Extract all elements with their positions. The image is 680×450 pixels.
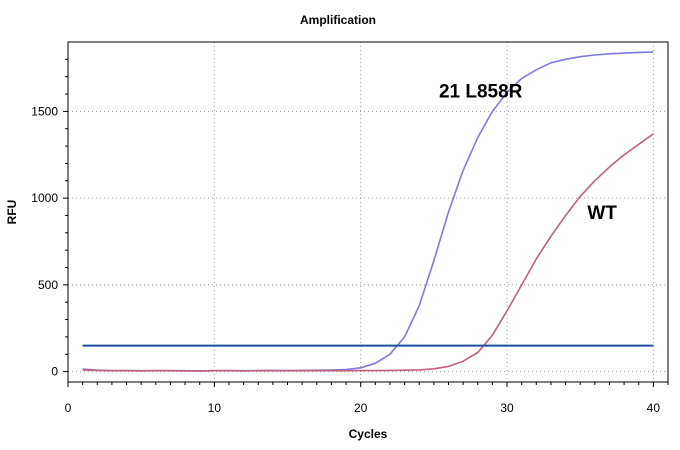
grid bbox=[68, 42, 668, 382]
x-tick-label: 30 bbox=[500, 401, 514, 415]
plot-frame bbox=[67, 41, 669, 383]
y-tick-label: 1500 bbox=[31, 104, 58, 118]
series-group bbox=[82, 51, 654, 372]
x-tick-label: 10 bbox=[208, 401, 222, 415]
series-annotation: 21 L858R bbox=[439, 82, 523, 103]
y-tick-label: 500 bbox=[38, 278, 58, 292]
annotations: 21 L858R WT bbox=[439, 82, 617, 224]
series-annotation: WT bbox=[587, 203, 617, 224]
x-tick-label: 0 bbox=[65, 401, 72, 415]
x-axis-label: Cycles bbox=[349, 427, 388, 441]
x-tick-label: 20 bbox=[354, 401, 368, 415]
y-tick-label: 0 bbox=[51, 365, 58, 379]
y-tick-label: 1000 bbox=[31, 191, 58, 205]
series-line-wt bbox=[82, 133, 654, 372]
x-tick-label: 40 bbox=[647, 401, 661, 415]
ticks bbox=[63, 58, 669, 387]
chart-title: Amplification bbox=[300, 13, 376, 27]
tick-labels: 0 10 20 30 40 0 500 1000 1500 bbox=[31, 104, 660, 415]
y-axis-label: RFU bbox=[5, 200, 19, 225]
